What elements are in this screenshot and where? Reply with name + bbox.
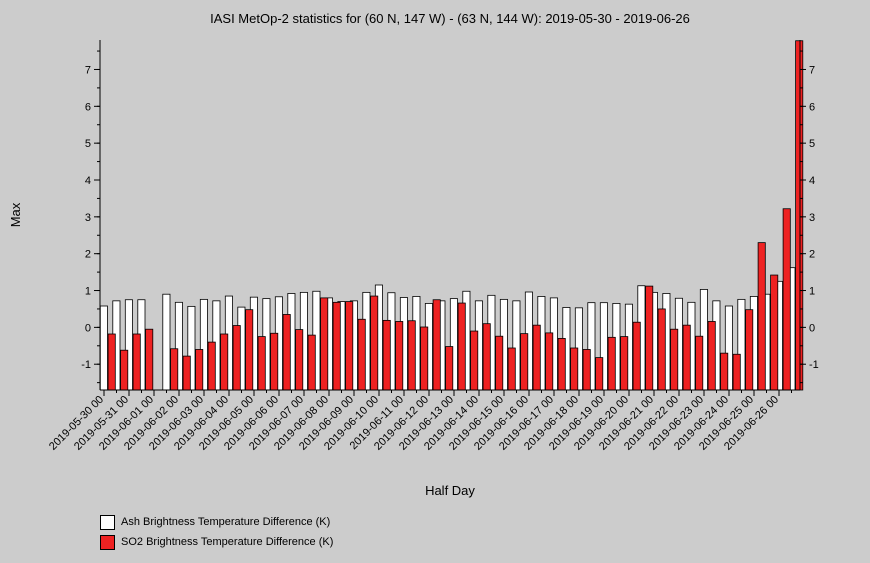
so2-bar — [707, 321, 716, 391]
so2-bar — [445, 346, 454, 391]
so2-bar — [245, 309, 254, 391]
so2-bar — [207, 341, 216, 391]
y-tick-label: 6 — [85, 101, 91, 113]
legend-item-ash: Ash Brightness Temperature Difference (K… — [100, 512, 333, 532]
y-tick-label-right: 1 — [809, 286, 815, 298]
so2-bar — [732, 353, 741, 391]
y-tick-label: 5 — [85, 138, 91, 150]
legend-swatch-ash — [100, 514, 115, 530]
y-tick-label: 0 — [85, 322, 91, 334]
so2-bar — [695, 335, 704, 391]
so2-bar — [370, 295, 379, 391]
so2-bar — [757, 242, 766, 391]
so2-bar — [145, 328, 154, 391]
so2-bar — [795, 40, 804, 391]
so2-bar — [320, 297, 329, 391]
y-tick-label-right: 3 — [809, 212, 815, 224]
so2-bar — [195, 349, 204, 391]
chart-title: IASI MetOp-2 statistics for (60 N, 147 W… — [210, 11, 690, 26]
so2-bar — [457, 302, 466, 391]
y-tick-label-right: 6 — [809, 101, 815, 113]
y-tick-label-right: -1 — [809, 359, 819, 371]
so2-bar — [520, 333, 529, 391]
so2-bar — [595, 357, 604, 391]
so2-bar — [395, 321, 404, 391]
so2-bar — [220, 333, 229, 391]
y-tick-label-right: 7 — [809, 64, 815, 76]
y-tick-label-right: 4 — [809, 175, 815, 187]
so2-bar — [607, 336, 616, 391]
y-tick-label-right: 2 — [809, 249, 815, 261]
so2-bar — [557, 338, 566, 391]
so2-bar — [682, 324, 691, 391]
so2-bar — [745, 309, 754, 391]
so2-bar — [645, 285, 654, 391]
so2-bar — [632, 321, 641, 391]
so2-bar — [570, 347, 579, 391]
legend-item-so2: SO2 Brightness Temperature Difference (K… — [100, 532, 333, 552]
so2-bar — [182, 355, 191, 391]
so2-bar — [782, 208, 791, 391]
so2-bar — [170, 348, 179, 391]
so2-bar — [107, 333, 116, 391]
so2-bar — [532, 324, 541, 391]
so2-bar — [670, 328, 679, 391]
so2-bar — [582, 349, 591, 391]
so2-bar — [420, 326, 429, 391]
so2-bar — [620, 336, 629, 391]
y-tick-label-right: 0 — [809, 322, 815, 334]
so2-bar — [482, 323, 491, 391]
so2-bar — [470, 330, 479, 391]
so2-bar — [132, 333, 141, 391]
y-tick-label: 4 — [85, 175, 91, 187]
legend-swatch-so2 — [100, 534, 115, 550]
so2-bar — [120, 349, 129, 391]
so2-bar — [432, 299, 441, 391]
legend-label-ash: Ash Brightness Temperature Difference (K… — [121, 516, 331, 528]
so2-bar — [232, 325, 241, 391]
so2-bar — [295, 329, 304, 391]
legend-label-so2: SO2 Brightness Temperature Difference (K… — [121, 536, 334, 548]
y-axis-label: Max — [8, 202, 23, 227]
so2-bar — [345, 301, 354, 391]
y-tick-label: 3 — [85, 212, 91, 224]
so2-bar — [507, 347, 516, 391]
so2-bar — [545, 332, 554, 391]
ash-bar — [162, 293, 171, 391]
so2-bar — [332, 301, 341, 391]
so2-bar — [495, 335, 504, 391]
so2-bar — [770, 274, 779, 391]
so2-bar — [270, 332, 279, 391]
x-axis-label: Half Day — [425, 483, 475, 498]
so2-bar — [382, 319, 391, 391]
y-tick-label: 2 — [85, 249, 91, 261]
so2-bar — [720, 352, 729, 391]
so2-bar — [257, 336, 266, 391]
y-tick-label: 7 — [85, 64, 91, 76]
y-tick-label: -1 — [81, 359, 91, 371]
so2-bar — [357, 318, 366, 391]
so2-bar — [657, 308, 666, 391]
ash-bar — [99, 305, 108, 391]
so2-bar — [307, 334, 316, 391]
y-tick-label-right: 5 — [809, 138, 815, 150]
y-tick-label: 1 — [85, 286, 91, 298]
so2-bar — [282, 314, 291, 391]
so2-bar — [407, 320, 416, 391]
legend: Ash Brightness Temperature Difference (K… — [100, 512, 333, 552]
